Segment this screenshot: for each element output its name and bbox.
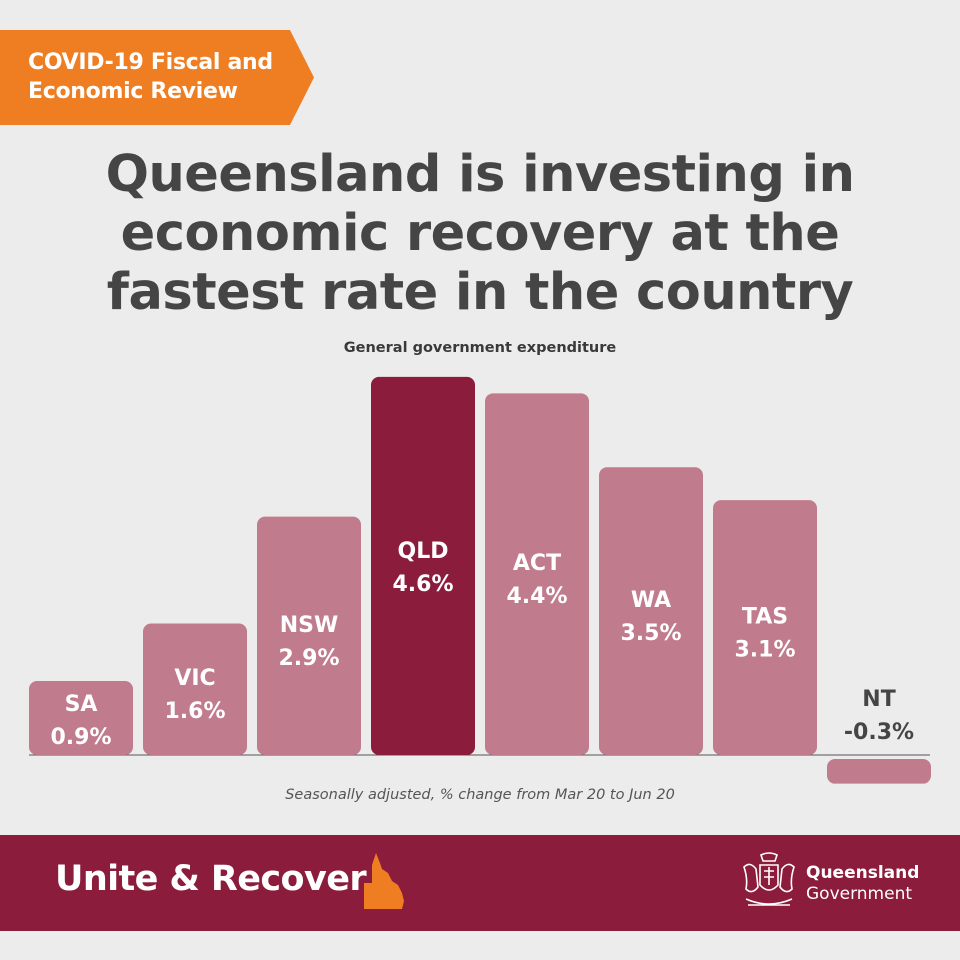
bar-qld — [371, 376, 475, 755]
bar-label-vic: VIC — [174, 666, 215, 691]
headline-line-3: fastest rate in the country — [106, 263, 854, 322]
badge-line-1: COVID-19 Fiscal and — [28, 50, 273, 75]
bar-label-wa: WA — [631, 588, 671, 613]
govt-line-2: Government — [806, 884, 913, 904]
headline: Queensland is investing in economic reco… — [60, 145, 900, 322]
bar-label-nsw: NSW — [280, 613, 339, 638]
review-badge: COVID-19 Fiscal and Economic Review — [0, 30, 314, 125]
bar-vic — [143, 623, 247, 755]
bar-nsw — [257, 516, 361, 755]
value-label-wa: 3.5% — [620, 621, 681, 646]
queensland-map-icon — [364, 853, 404, 909]
value-label-nt: -0.3% — [844, 720, 914, 745]
bar-act — [485, 393, 589, 755]
value-label-vic: 1.6% — [164, 699, 225, 724]
bar-label-tas: TAS — [742, 605, 788, 630]
bar-label-qld: QLD — [398, 539, 449, 564]
slogan: Unite & Recover — [55, 859, 367, 899]
bar-chart: SA 0.9% VIC 1.6% NSW 2.9% QLD 4.6% ACT 4.4% WA 3.5%… — [29, 376, 931, 784]
value-label-sa: 0.9% — [50, 725, 111, 750]
bar-wa — [599, 467, 703, 755]
badge-line-2: Economic Review — [28, 79, 238, 104]
headline-line-1: Queensland is investing in — [105, 145, 855, 204]
govt-line-1: Queensland — [806, 863, 920, 883]
value-label-act: 4.4% — [506, 584, 567, 609]
chart-title: General government expenditure — [343, 340, 617, 356]
value-label-qld: 4.6% — [392, 572, 453, 597]
bar-tas — [713, 500, 817, 755]
government-wordmark: Queensland Government — [806, 863, 919, 905]
bar-label-sa: SA — [65, 692, 98, 717]
value-label-tas: 3.1% — [734, 638, 795, 663]
headline-line-2: economic recovery at the — [120, 204, 840, 263]
badge-text: COVID-19 Fiscal and Economic Review — [28, 48, 273, 106]
bar-sa — [29, 681, 133, 755]
bar-label-nt: NT — [862, 687, 895, 712]
chart-note: Seasonally adjusted, % change from Mar 2… — [285, 787, 675, 803]
value-label-nsw: 2.9% — [278, 646, 339, 671]
bar-nt — [827, 759, 931, 784]
footer-banner: Unite & Recover Queensland Government — [0, 835, 960, 931]
bar-label-act: ACT — [513, 551, 561, 576]
queensland-crest-icon — [743, 852, 795, 906]
